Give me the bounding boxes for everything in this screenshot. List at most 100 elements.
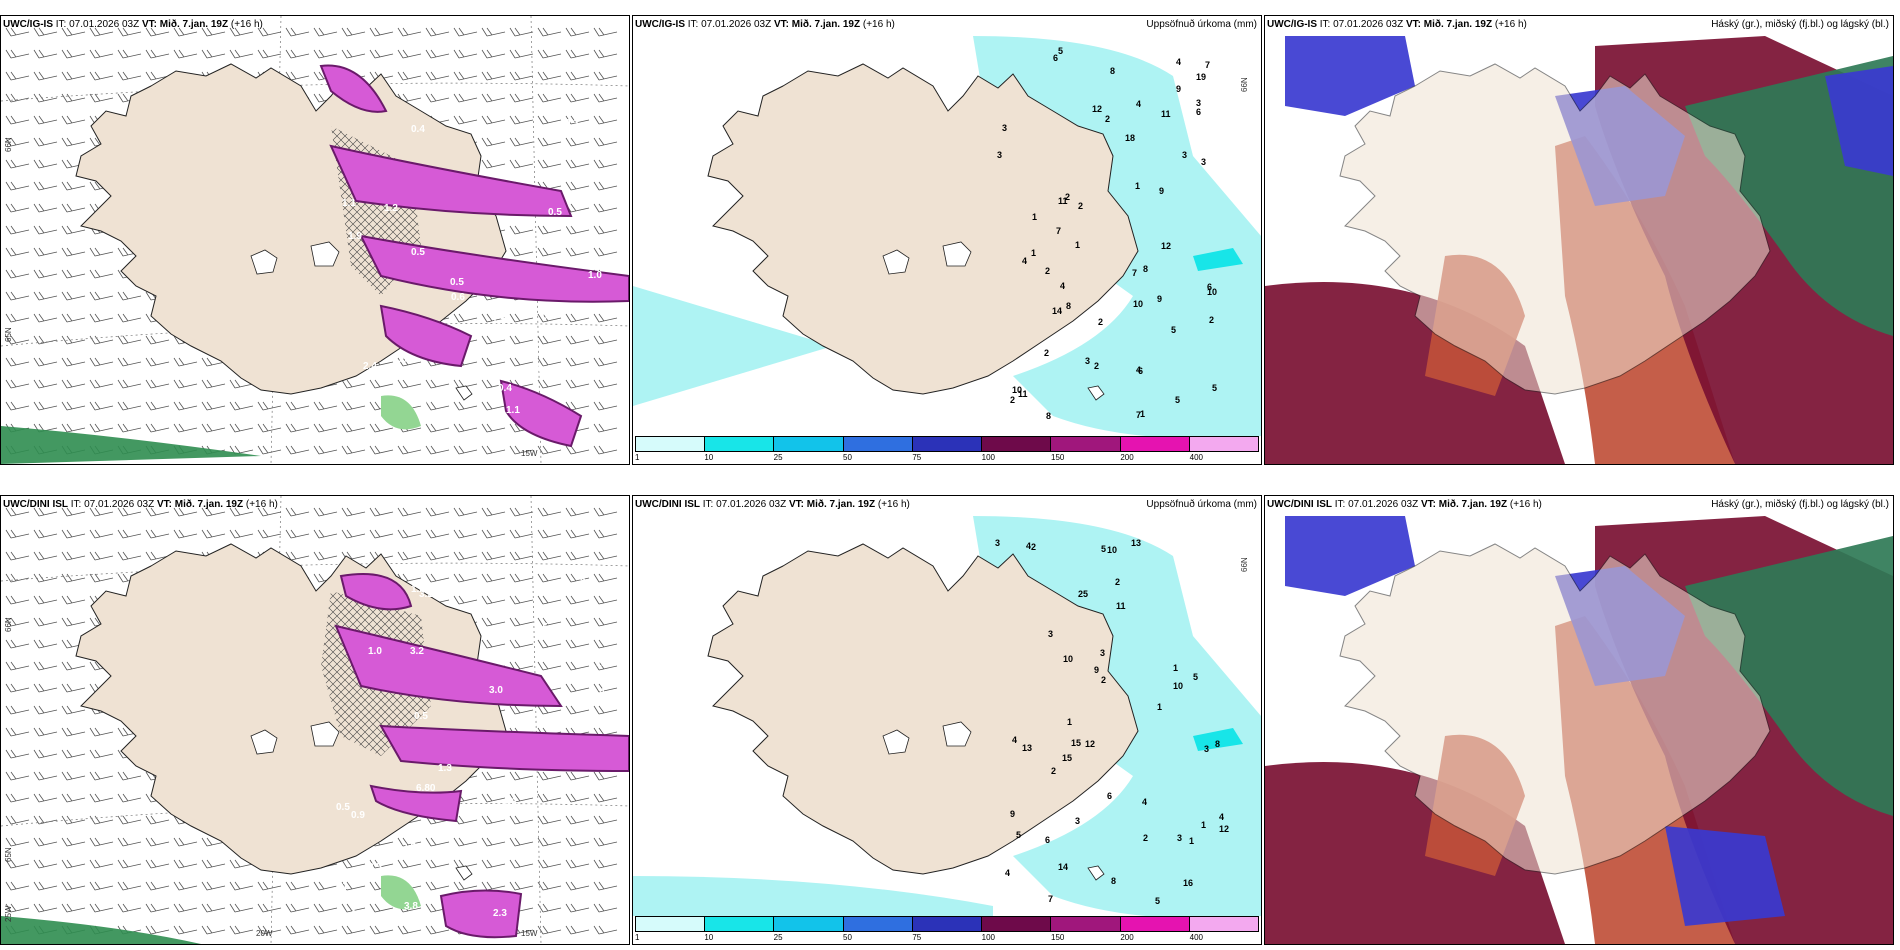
wind-barb	[537, 661, 562, 671]
wind-barb	[369, 529, 394, 539]
accum-map: 66N4342331146934122318151555711121610932…	[633, 516, 1261, 919]
wind-barb	[565, 49, 590, 59]
legend-swatch	[1051, 917, 1121, 931]
value-label: 10	[1012, 385, 1022, 395]
wind-barb	[89, 881, 114, 891]
value-label: 13	[1022, 743, 1032, 753]
legend-tick: 200	[1120, 933, 1134, 942]
value-label: 3	[1085, 356, 1090, 366]
wind-barb	[89, 291, 114, 301]
wind-barb	[341, 401, 366, 411]
wind-barb	[5, 639, 30, 649]
wind-barb	[285, 71, 310, 81]
wind-barb	[565, 837, 590, 847]
wind-barb	[565, 551, 590, 561]
wind-barb	[285, 401, 310, 411]
wind-barb	[89, 423, 114, 433]
cloud-layer	[1825, 66, 1893, 176]
wind-barb	[593, 683, 618, 693]
wind-barb	[33, 357, 58, 367]
value-label: 1	[1032, 212, 1037, 222]
wind-barb	[5, 203, 30, 213]
legend-tick: 75	[912, 933, 922, 942]
panel-field-title: Háský (gr.), miðský (fj.bl.) og lágský (…	[1711, 19, 1889, 30]
wind-barb	[397, 529, 422, 539]
panel-accumulated-precip-dini: 66N 4 3 4 2 3 3 1 1 4 6 9 3 4 1 2 2 3 1 8 15 15 5 5 7 11 12 16 10 9 3 2…	[632, 495, 1262, 945]
wind-barb	[593, 137, 618, 147]
wind-barb	[61, 335, 86, 345]
wind-barb	[537, 507, 562, 517]
wind-barb	[509, 445, 534, 455]
wind-barb	[5, 529, 30, 539]
value-label: 4	[1005, 868, 1010, 878]
cloud-layer	[1285, 36, 1415, 116]
wind-barb	[89, 793, 114, 803]
value-label: 9	[1157, 294, 1162, 304]
panel-header: UWC/IG-IS IT: 07.01.2026 03Z VT: Mið. 7.…	[635, 19, 895, 30]
wind-barb	[509, 705, 534, 715]
wind-barb	[33, 595, 58, 605]
wind-barb	[5, 335, 30, 345]
wind-barb	[145, 815, 170, 825]
wind-barb	[5, 661, 30, 671]
wind-barb	[313, 903, 338, 913]
precip-area	[339, 573, 413, 611]
wind-barb	[33, 203, 58, 213]
wind-barb	[341, 507, 366, 517]
it-label: IT:	[702, 499, 714, 510]
wind-barb	[285, 881, 310, 891]
wind-barb	[593, 401, 618, 411]
value-label: 5	[1058, 46, 1063, 56]
wind-barb	[61, 225, 86, 235]
value-label: 0.6	[451, 292, 465, 303]
wind-barb	[565, 815, 590, 825]
legend-swatch	[982, 437, 1052, 451]
wind-barb	[369, 859, 394, 869]
wind-barb	[537, 357, 562, 367]
wind-barb	[425, 71, 450, 81]
wind-barb	[565, 661, 590, 671]
wind-barb	[285, 445, 310, 455]
value-label: 0.5	[414, 711, 428, 722]
wind-barb	[593, 203, 618, 213]
value-label: 2.1	[598, 586, 612, 597]
wind-barb	[369, 445, 394, 455]
it-label: IT:	[1319, 19, 1331, 30]
wind-barb	[313, 925, 338, 935]
wind-barb	[61, 203, 86, 213]
snow-area	[381, 395, 421, 430]
wind-barb	[89, 507, 114, 517]
wind-barb	[117, 71, 142, 81]
wind-barb	[593, 93, 618, 103]
wind-barb	[313, 529, 338, 539]
wind-barb	[33, 771, 58, 781]
wind-barb	[117, 551, 142, 561]
wind-barb	[89, 401, 114, 411]
wind-barb	[509, 815, 534, 825]
wind-barb	[33, 159, 58, 169]
value-label: 12	[1219, 824, 1229, 834]
wind-barb	[425, 507, 450, 517]
value-label: 1.9	[348, 231, 362, 242]
wind-barb	[257, 445, 282, 455]
wind-barb	[173, 357, 198, 367]
value-label: 1.0	[506, 846, 520, 857]
wind-barb	[537, 705, 562, 715]
value-label: 8	[1111, 876, 1116, 886]
legend-tick: 10	[704, 933, 714, 942]
wind-barb	[565, 683, 590, 693]
wind-barb	[369, 903, 394, 913]
glacier	[310, 241, 340, 267]
wind-barb	[145, 27, 170, 37]
wind-barb	[593, 771, 618, 781]
lead-time: (+16 h)	[245, 499, 278, 510]
wind-barb	[537, 335, 562, 345]
wind-barb	[61, 507, 86, 517]
wind-barb	[89, 379, 114, 389]
wind-barb	[201, 859, 226, 869]
value-label: 5	[1212, 383, 1217, 393]
value-label: 3	[1002, 123, 1007, 133]
glacier	[310, 721, 340, 747]
wind-barb	[481, 401, 506, 411]
value-label: 4	[1219, 812, 1224, 822]
